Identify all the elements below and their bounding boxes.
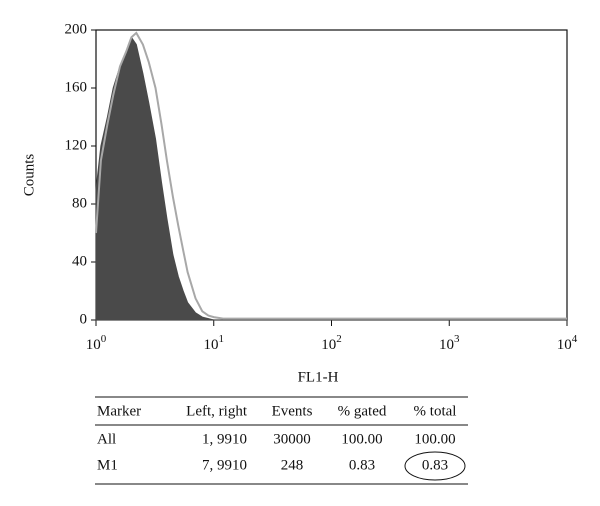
x-tick-exponent: 2 [336,333,342,345]
table-cell: M1 [97,457,118,473]
x-tick-label: 100 [86,333,107,354]
x-tick-label: 102 [321,333,342,354]
table-cell: 100.00 [341,431,382,447]
table-cell: 0.83 [349,457,375,473]
table-header: % gated [338,403,387,419]
x-tick-exponent: 0 [101,333,107,345]
y-tick-label: 200 [65,21,88,37]
table-cell: 30000 [273,431,311,447]
x-axis-label: FL1-H [298,369,339,385]
table-cell: 0.83 [422,457,448,473]
y-tick-label: 160 [65,79,88,95]
x-tick-label: 103 [439,333,460,354]
table-header: % total [414,403,457,419]
table-cell: All [97,431,116,447]
x-tick-base: 10 [86,337,101,353]
highlight-circle [404,451,466,481]
x-tick-exponent: 3 [454,333,460,345]
table-header: Marker [97,403,141,419]
x-tick-exponent: 1 [219,333,225,345]
table-header: Events [272,403,313,419]
table-cell: 100.00 [414,431,455,447]
table-cell: 248 [281,457,304,473]
y-tick-label: 120 [65,137,88,153]
table-cell: 1, 9910 [202,431,247,447]
x-tick-label: 104 [557,333,578,354]
x-tick-base: 10 [557,337,572,353]
x-tick-base: 10 [439,337,454,353]
histogram-outline [95,31,567,320]
table-cell: 7, 9910 [202,457,247,473]
x-tick-exponent: 4 [572,333,578,345]
x-tick-base: 10 [321,337,336,353]
y-tick-label: 80 [72,195,87,211]
y-axis-label: Counts [21,154,37,197]
histogram-fill [95,36,567,321]
y-tick-label: 40 [72,253,87,269]
y-tick-label: 0 [80,311,88,327]
x-tick-label: 101 [204,333,225,354]
x-tick-base: 10 [204,337,219,353]
table-header: Left, right [186,403,248,419]
